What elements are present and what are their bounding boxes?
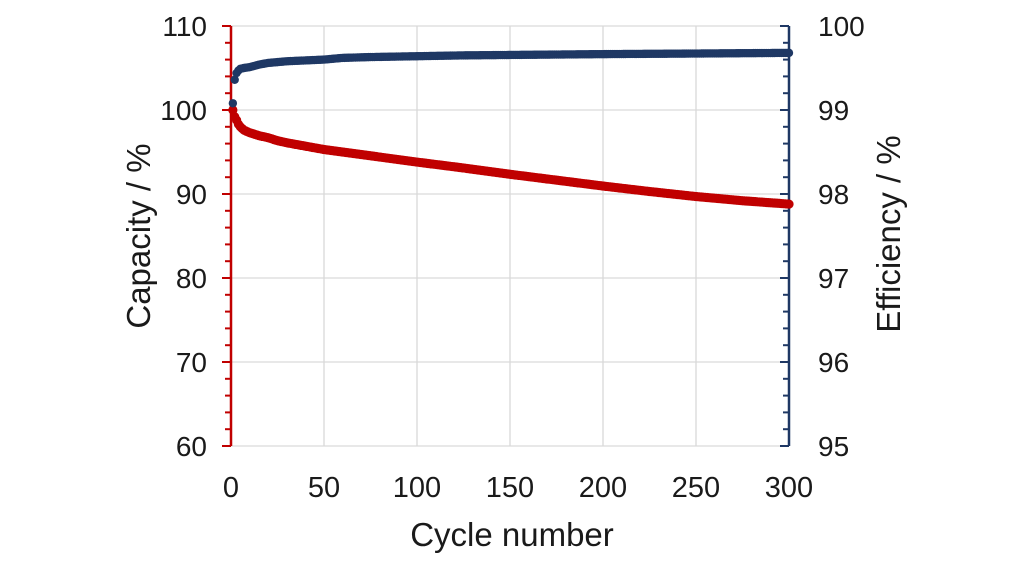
y-left-tick-label: 60: [176, 431, 207, 462]
y-left-axis-title: Capacity / %: [120, 143, 157, 328]
y-left-tick-label: 110: [162, 11, 207, 42]
efficiency-data-point: [784, 48, 794, 58]
capacity-series: [228, 105, 794, 209]
x-axis: 0 50 100 150 200 250 300: [223, 472, 813, 504]
y-right-tick-label: 96: [818, 347, 849, 378]
x-tick-label: 100: [393, 472, 441, 504]
gridlines: [231, 25, 789, 447]
efficiency-series: [228, 48, 794, 108]
efficiency-data-point: [230, 75, 239, 84]
y-left-tick-label: 100: [160, 95, 207, 126]
y-left-tick-label: 70: [176, 347, 207, 378]
x-axis-title: Cycle number: [410, 516, 614, 553]
y-right-tick-label: 95: [818, 431, 849, 462]
y-left-tick-label: 90: [176, 179, 207, 210]
x-tick-label: 50: [308, 472, 340, 504]
x-tick-label: 200: [579, 472, 627, 504]
y-right-tick-label: 97: [818, 263, 849, 294]
x-tick-label: 0: [223, 472, 239, 504]
x-tick-label: 150: [486, 472, 534, 504]
y-left-tick-label: 80: [176, 263, 207, 294]
y-right-tick-label: 98: [818, 179, 849, 210]
y-right-axis: 95 96 97 98 99 100: [780, 11, 865, 462]
x-tick-label: 300: [765, 472, 813, 504]
y-right-tick-label: 99: [818, 95, 849, 126]
capacity-data-point: [784, 199, 794, 209]
efficiency-data-point: [228, 99, 238, 108]
y-right-tick-label: 100: [818, 11, 865, 42]
y-left-axis: 60 70 80 90 100 110: [160, 11, 233, 462]
x-tick-label: 250: [672, 472, 720, 504]
y-right-axis-title: Efficiency / %: [870, 135, 907, 332]
